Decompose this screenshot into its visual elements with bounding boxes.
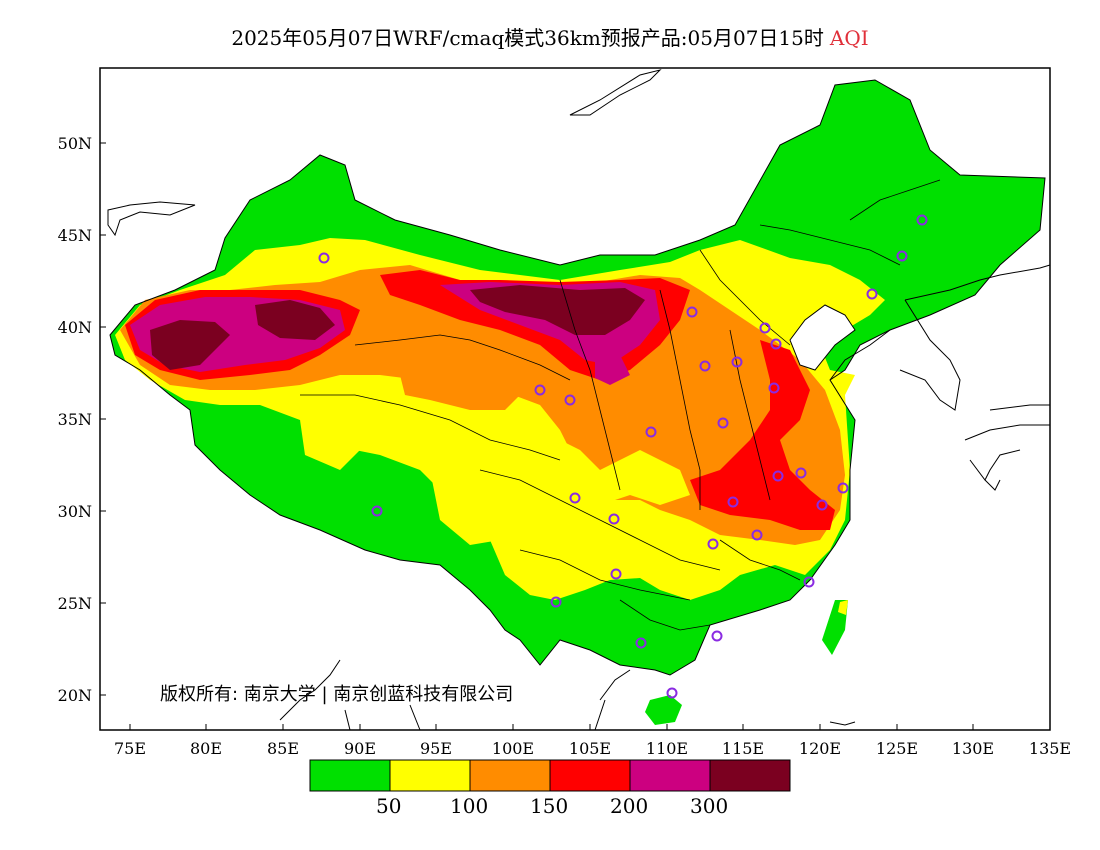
y-axis bbox=[100, 142, 106, 696]
region-yellow-central bbox=[480, 430, 690, 530]
legend-swatch-0 bbox=[309, 759, 391, 792]
legend-swatch-5 bbox=[709, 759, 791, 792]
city-marker bbox=[666, 687, 678, 699]
x-tick-label: 75E bbox=[114, 739, 146, 758]
city-marker bbox=[645, 426, 657, 438]
city-marker bbox=[816, 499, 828, 511]
y-tick-labels: 50N 45N 40N 35N 30N 25N 20N bbox=[58, 134, 92, 705]
y-tick-label: 30N bbox=[58, 502, 92, 521]
neighbor-coastlines bbox=[107, 69, 1051, 731]
region-darkred-west1 bbox=[150, 320, 230, 370]
city-marker bbox=[550, 596, 562, 608]
x-tick-label: 135E bbox=[1029, 739, 1071, 758]
province-boundaries bbox=[300, 179, 941, 631]
city-marker bbox=[610, 568, 622, 580]
legend-label: 100 bbox=[450, 794, 489, 818]
city-marker bbox=[803, 576, 815, 588]
city-marker bbox=[686, 306, 698, 318]
x-tick-label: 130E bbox=[952, 739, 994, 758]
region-magenta-hebei bbox=[595, 355, 630, 385]
city-marker bbox=[569, 492, 581, 504]
aqi-regions bbox=[110, 80, 1045, 725]
y-tick-label: 20N bbox=[58, 686, 92, 705]
x-axis bbox=[129, 724, 974, 730]
city-marker bbox=[916, 214, 928, 226]
y-tick-label: 40N bbox=[58, 318, 92, 337]
city-marker bbox=[699, 360, 711, 372]
region-darkred-north bbox=[470, 285, 645, 335]
region-taiwan bbox=[822, 600, 848, 655]
city-marker bbox=[564, 394, 576, 406]
bohai-sea bbox=[789, 304, 856, 371]
x-tick-label: 120E bbox=[799, 739, 841, 758]
city-marker bbox=[866, 288, 878, 300]
city-markers bbox=[318, 214, 928, 699]
x-tick-label: 105E bbox=[569, 739, 611, 758]
legend-label: 300 bbox=[690, 794, 729, 818]
region-taiwan-yellow bbox=[838, 600, 848, 615]
y-tick-label: 35N bbox=[58, 410, 92, 429]
city-marker bbox=[751, 529, 763, 541]
region-red-east bbox=[690, 340, 835, 530]
x-tick-label: 85E bbox=[267, 739, 299, 758]
city-marker bbox=[371, 505, 383, 517]
city-marker bbox=[707, 538, 719, 550]
copyright-notice: 版权所有: 南京大学 | 南京创蓝科技有限公司 bbox=[160, 684, 514, 705]
x-tick-label: 100E bbox=[492, 739, 534, 758]
aqi-legend bbox=[309, 759, 791, 792]
city-marker bbox=[318, 252, 330, 264]
y-tick-label: 45N bbox=[58, 226, 92, 245]
region-orange-qinghai bbox=[400, 370, 520, 410]
x-tick-label: 80E bbox=[190, 739, 222, 758]
legend-label: 50 bbox=[376, 794, 402, 818]
x-tick-label: 125E bbox=[876, 739, 918, 758]
y-tick-label: 50N bbox=[58, 134, 92, 153]
x-tick-label: 90E bbox=[344, 739, 376, 758]
city-marker bbox=[608, 513, 620, 525]
legend-swatch-2 bbox=[469, 759, 551, 792]
x-tick-label: 110E bbox=[646, 739, 688, 758]
legend-swatch-3 bbox=[549, 759, 631, 792]
city-marker bbox=[731, 356, 743, 368]
title-text: 2025年05月07日WRF/cmaq模式36km预报产品:05月07日15时 bbox=[231, 26, 824, 50]
x-tick-label: 115E bbox=[722, 739, 764, 758]
city-marker bbox=[837, 482, 849, 494]
legend-swatch-4 bbox=[629, 759, 711, 792]
city-marker bbox=[727, 496, 739, 508]
city-marker bbox=[534, 384, 546, 396]
city-marker bbox=[759, 322, 771, 334]
city-marker bbox=[772, 470, 784, 482]
city-marker bbox=[711, 630, 723, 642]
city-marker bbox=[896, 250, 908, 262]
region-darkred-west2 bbox=[255, 300, 335, 340]
region-yellow-tibet bbox=[300, 420, 360, 470]
legend-label: 200 bbox=[610, 794, 649, 818]
country-outline bbox=[109, 79, 1046, 676]
legend-swatch-1 bbox=[389, 759, 471, 792]
x-tick-labels: 75E 80E 85E 90E 95E 100E 105E 110E 115E … bbox=[114, 739, 1071, 758]
legend-label: 150 bbox=[530, 794, 569, 818]
title-highlight: AQI bbox=[829, 26, 869, 50]
map-title: 2025年05月07日WRF/cmaq模式36km预报产品:05月07日15时 A… bbox=[0, 22, 1100, 51]
city-marker bbox=[768, 382, 780, 394]
x-tick-label: 95E bbox=[420, 739, 452, 758]
y-tick-label: 25N bbox=[58, 594, 92, 613]
city-marker bbox=[635, 637, 647, 649]
city-marker bbox=[770, 338, 782, 350]
region-hainan bbox=[645, 695, 682, 725]
city-marker bbox=[795, 467, 807, 479]
region-yellow-sichuan bbox=[430, 470, 500, 545]
city-marker bbox=[717, 417, 729, 429]
